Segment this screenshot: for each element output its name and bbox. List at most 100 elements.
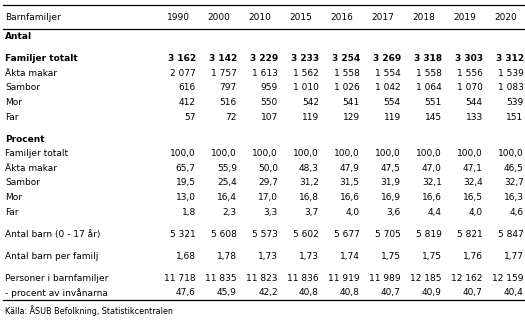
Text: 50,0: 50,0 <box>258 164 278 173</box>
Text: 1,73: 1,73 <box>258 252 278 261</box>
Text: 5 819: 5 819 <box>416 229 442 239</box>
Text: 1 042: 1 042 <box>375 83 401 92</box>
Text: Familjer totalt: Familjer totalt <box>5 149 68 158</box>
Text: 1 613: 1 613 <box>252 69 278 78</box>
Text: 100,0: 100,0 <box>293 149 319 158</box>
Text: 47,0: 47,0 <box>422 164 442 173</box>
Text: 11 823: 11 823 <box>246 274 278 283</box>
Text: Familjer totalt: Familjer totalt <box>5 54 78 63</box>
Text: 542: 542 <box>302 98 319 107</box>
Text: 551: 551 <box>425 98 442 107</box>
Text: 3 229: 3 229 <box>249 54 278 63</box>
Text: Äkta makar: Äkta makar <box>5 69 57 78</box>
Text: 1990: 1990 <box>166 13 190 22</box>
Text: 616: 616 <box>178 83 196 92</box>
Text: 3 162: 3 162 <box>167 54 196 63</box>
Text: 65,7: 65,7 <box>176 164 196 173</box>
Text: 3,7: 3,7 <box>304 208 319 217</box>
Text: 541: 541 <box>343 98 360 107</box>
Text: 4,6: 4,6 <box>510 208 524 217</box>
Text: Sambor: Sambor <box>5 83 40 92</box>
Text: 2017: 2017 <box>372 13 394 22</box>
Text: 19,5: 19,5 <box>176 178 196 187</box>
Text: 2018: 2018 <box>413 13 435 22</box>
Text: 1 757: 1 757 <box>211 69 237 78</box>
Text: 145: 145 <box>425 113 442 122</box>
Text: 554: 554 <box>384 98 401 107</box>
Text: Sambor: Sambor <box>5 178 40 187</box>
Text: 25,4: 25,4 <box>217 178 237 187</box>
Text: 959: 959 <box>260 83 278 92</box>
Text: 72: 72 <box>225 113 237 122</box>
Text: 12 159: 12 159 <box>492 274 524 283</box>
Text: 133: 133 <box>466 113 482 122</box>
Text: 797: 797 <box>219 83 237 92</box>
Text: 2019: 2019 <box>454 13 476 22</box>
Text: Källa: ÅSUB Befolkning, Statistikcentralen: Källa: ÅSUB Befolkning, Statistikcentral… <box>5 305 173 316</box>
Text: Antal barn (0 - 17 år): Antal barn (0 - 17 år) <box>5 229 101 239</box>
Text: 2016: 2016 <box>330 13 353 22</box>
Text: Far: Far <box>5 208 19 217</box>
Text: 40,4: 40,4 <box>504 288 524 297</box>
Text: 100,0: 100,0 <box>252 149 278 158</box>
Text: 2 077: 2 077 <box>170 69 196 78</box>
Text: 1,68: 1,68 <box>176 252 196 261</box>
Text: 151: 151 <box>507 113 524 122</box>
Text: 5 821: 5 821 <box>457 229 482 239</box>
Text: 5 677: 5 677 <box>334 229 360 239</box>
Text: 1,78: 1,78 <box>217 252 237 261</box>
Text: 42,2: 42,2 <box>258 288 278 297</box>
Text: 5 573: 5 573 <box>252 229 278 239</box>
Text: 55,9: 55,9 <box>217 164 237 173</box>
Text: 17,0: 17,0 <box>258 193 278 202</box>
Text: 11 835: 11 835 <box>205 274 237 283</box>
Text: 1 558: 1 558 <box>416 69 442 78</box>
Text: 1 010: 1 010 <box>293 83 319 92</box>
Text: 5 602: 5 602 <box>293 229 319 239</box>
Text: 1,74: 1,74 <box>340 252 360 261</box>
Text: 11 718: 11 718 <box>164 274 196 283</box>
Text: 539: 539 <box>507 98 524 107</box>
Text: Barnfamiljer: Barnfamiljer <box>5 13 61 22</box>
Text: 1 539: 1 539 <box>498 69 524 78</box>
Text: 2,3: 2,3 <box>223 208 237 217</box>
Text: 11 836: 11 836 <box>287 274 319 283</box>
Text: 2020: 2020 <box>495 13 517 22</box>
Text: 40,9: 40,9 <box>422 288 442 297</box>
Text: 1 562: 1 562 <box>293 69 319 78</box>
Text: 1 554: 1 554 <box>375 69 401 78</box>
Text: 2000: 2000 <box>207 13 230 22</box>
Text: 16,5: 16,5 <box>463 193 482 202</box>
Text: 5 321: 5 321 <box>170 229 196 239</box>
Text: 3,6: 3,6 <box>386 208 401 217</box>
Text: 32,7: 32,7 <box>504 178 524 187</box>
Text: 40,8: 40,8 <box>340 288 360 297</box>
Text: 45,9: 45,9 <box>217 288 237 297</box>
Text: 48,3: 48,3 <box>299 164 319 173</box>
Text: 13,0: 13,0 <box>176 193 196 202</box>
Text: 32,4: 32,4 <box>463 178 482 187</box>
Text: 1 070: 1 070 <box>457 83 482 92</box>
Text: 40,7: 40,7 <box>381 288 401 297</box>
Text: 3 254: 3 254 <box>331 54 360 63</box>
Text: 100,0: 100,0 <box>211 149 237 158</box>
Text: 29,7: 29,7 <box>258 178 278 187</box>
Text: 2015: 2015 <box>289 13 312 22</box>
Text: 3 303: 3 303 <box>455 54 482 63</box>
Text: Äkta makar: Äkta makar <box>5 164 57 173</box>
Text: 1 556: 1 556 <box>457 69 482 78</box>
Text: Personer i barnfamiljer: Personer i barnfamiljer <box>5 274 109 283</box>
Text: 3,3: 3,3 <box>264 208 278 217</box>
Text: 516: 516 <box>219 98 237 107</box>
Text: 129: 129 <box>343 113 360 122</box>
Text: 16,9: 16,9 <box>381 193 401 202</box>
Text: 12 162: 12 162 <box>452 274 482 283</box>
Text: 11 989: 11 989 <box>369 274 401 283</box>
Text: 47,1: 47,1 <box>463 164 482 173</box>
Text: 31,2: 31,2 <box>299 178 319 187</box>
Text: 47,9: 47,9 <box>340 164 360 173</box>
Text: 1,77: 1,77 <box>503 252 524 261</box>
Text: 1 064: 1 064 <box>416 83 442 92</box>
Text: 119: 119 <box>383 113 401 122</box>
Text: 1,8: 1,8 <box>182 208 196 217</box>
